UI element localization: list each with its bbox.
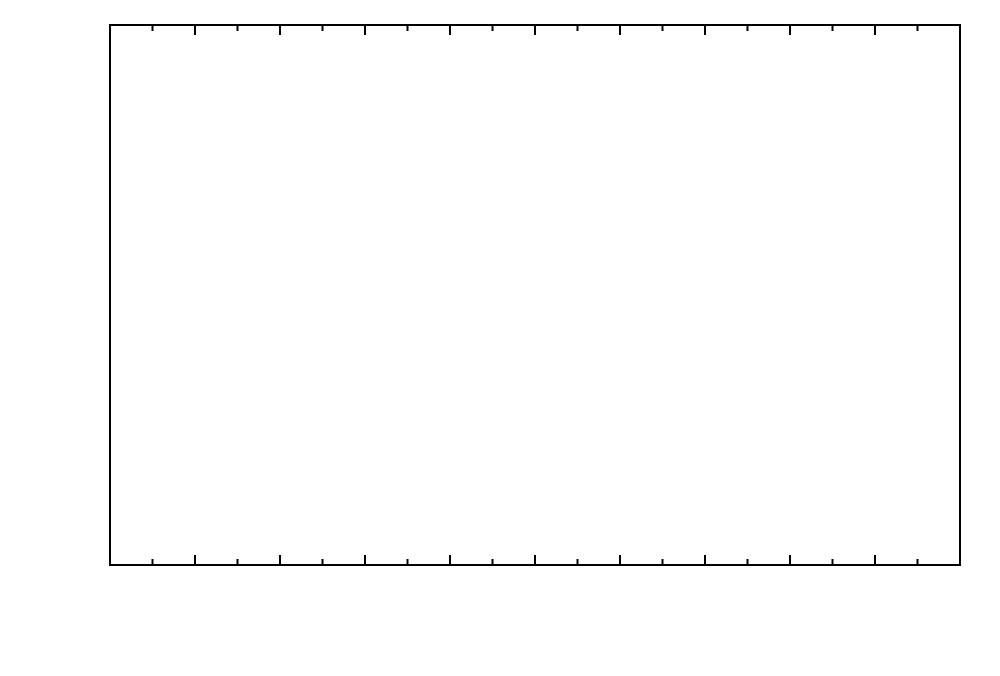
chart-svg [0, 0, 1000, 676]
nyquist-plot [0, 0, 1000, 676]
bg [0, 0, 1000, 676]
